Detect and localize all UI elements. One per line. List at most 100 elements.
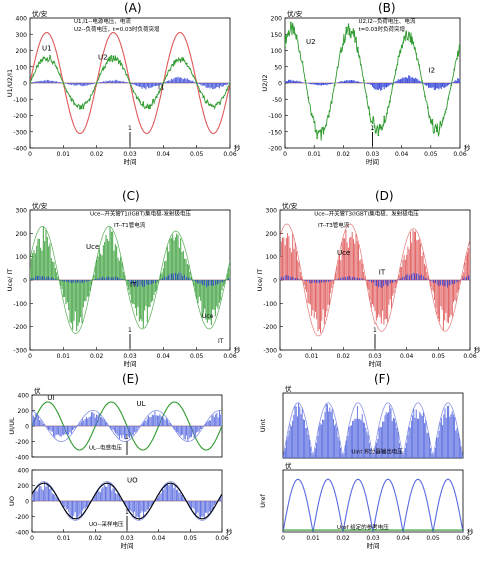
- series-u2-marker: [348, 33, 351, 36]
- y-tick-label: 0: [25, 499, 29, 506]
- series-u2-marker: [342, 43, 345, 46]
- annotation: IT--T3管电流: [318, 221, 350, 229]
- series-u2-marker: [219, 103, 221, 105]
- series-label-u2: U2: [98, 54, 108, 62]
- x-unit-label: 秒: [467, 527, 474, 536]
- y-tick-label: 0: [23, 81, 27, 88]
- annotation: Uref 给定的参考电压: [337, 523, 389, 531]
- x-axis-label: 时间: [369, 359, 382, 368]
- annotation: U2,I2--负荷电压、电流: [359, 17, 416, 25]
- series-u2-marker: [59, 73, 61, 76]
- series-u2-marker: [182, 57, 185, 60]
- series-u2-marker: [209, 103, 211, 106]
- series-u2-marker: [115, 58, 118, 61]
- series-u2-marker: [459, 49, 460, 51]
- y-axis-label: U1/U2/I1: [6, 69, 14, 97]
- series-u2-marker: [52, 61, 55, 64]
- y-tick-label: -200: [15, 439, 29, 446]
- series-u2-marker: [324, 124, 327, 127]
- series-u2-marker: [72, 99, 75, 102]
- y-tick-label: -300: [13, 348, 27, 355]
- x-unit-label: 秒: [234, 345, 241, 354]
- series-u2-marker: [444, 111, 447, 113]
- x-tick-label: 0.05: [432, 353, 446, 360]
- y-tick-label: 150: [271, 32, 283, 39]
- series-u2-marker: [75, 104, 78, 107]
- series-u2-marker: [339, 50, 342, 53]
- series-u2-marker: [295, 34, 298, 37]
- series-uo: [32, 481, 222, 520]
- series-u2-marker: [39, 62, 41, 64]
- unit-label: 伏: [285, 384, 292, 393]
- y-axis-label: Uce/ IT: [256, 269, 264, 292]
- y-tick-label: 0: [25, 424, 29, 431]
- annotation: t=0.03时负荷突增: [359, 25, 406, 33]
- x-tick-label: 0.05: [426, 535, 440, 542]
- unit-label: 伏/安: [287, 9, 303, 18]
- series-u2-marker: [287, 33, 289, 35]
- plot-area: [280, 223, 470, 337]
- x-tick-label: 0.06: [463, 353, 477, 360]
- annotation: U1,I1--电源电压、电流: [74, 17, 131, 25]
- series-u2-marker: [185, 62, 188, 65]
- y-tick-label: 100: [16, 64, 28, 71]
- series-u2-marker: [49, 55, 51, 57]
- series-u2-marker: [389, 100, 391, 103]
- series-u2-marker: [289, 21, 292, 24]
- series-u2-marker: [125, 73, 128, 76]
- series-u2-marker: [122, 67, 125, 70]
- x-tick-label: 0.04: [395, 151, 409, 158]
- series-u2-marker: [394, 69, 397, 71]
- x-tick-label: 0.01: [57, 353, 71, 360]
- y-tick-label: -100: [13, 97, 27, 104]
- series-u2-marker: [319, 130, 321, 132]
- plot-area: [30, 31, 230, 135]
- plot-area: [283, 402, 463, 458]
- y-tick-label: -200: [15, 514, 29, 521]
- series-label-ul: UL: [137, 400, 146, 408]
- y-tick-label: 200: [16, 231, 28, 238]
- series-u2-marker: [62, 82, 65, 84]
- series-uce: [280, 229, 470, 333]
- series-u2-marker: [89, 98, 91, 100]
- series-u2-marker: [285, 46, 286, 49]
- x-tick-label: 0.02: [337, 151, 351, 158]
- series-u2-marker: [392, 83, 394, 86]
- y-tick-label: -400: [15, 530, 29, 537]
- y-tick-label: 100: [266, 254, 278, 261]
- x-unit-label: 秒: [464, 143, 471, 152]
- x-tick-label: 0.06: [223, 353, 237, 360]
- series-u2-marker: [304, 79, 307, 82]
- series-u2-marker: [345, 26, 348, 29]
- y-tick-label: 200: [266, 231, 278, 238]
- series-u2-marker: [199, 90, 201, 93]
- series-u2-marker: [421, 80, 423, 82]
- x-tick-label: 0.03: [366, 535, 380, 542]
- x-tick-label: 0.03: [123, 353, 137, 360]
- y-tick-label: 100: [16, 254, 28, 261]
- x-tick-label: 0.05: [190, 353, 204, 360]
- x-tick-label: 0.06: [215, 535, 229, 542]
- series-u2-marker: [386, 112, 388, 115]
- y-tick-label: 100: [271, 48, 283, 55]
- series-u2-marker: [35, 65, 38, 68]
- x-tick-label: 0.02: [89, 535, 103, 542]
- y-tick-label: -200: [13, 324, 27, 331]
- series-u2-marker: [102, 68, 105, 71]
- series-u2-marker: [99, 73, 101, 76]
- x-tick-label: 0.05: [184, 535, 198, 542]
- annotation: UL--电感电压: [89, 444, 122, 452]
- series-u2-marker: [365, 96, 368, 98]
- series-u2-marker: [362, 79, 365, 82]
- y-tick-label: -50: [272, 97, 282, 104]
- y-axis-label: UI/UL: [8, 417, 16, 435]
- series-u2-marker: [336, 66, 339, 69]
- series-u2-marker: [135, 97, 138, 100]
- y-tick-label: -300: [263, 348, 277, 355]
- inset-label: Uce: [202, 313, 214, 320]
- series-u2-marker: [292, 31, 295, 34]
- series-u2-marker: [129, 82, 131, 84]
